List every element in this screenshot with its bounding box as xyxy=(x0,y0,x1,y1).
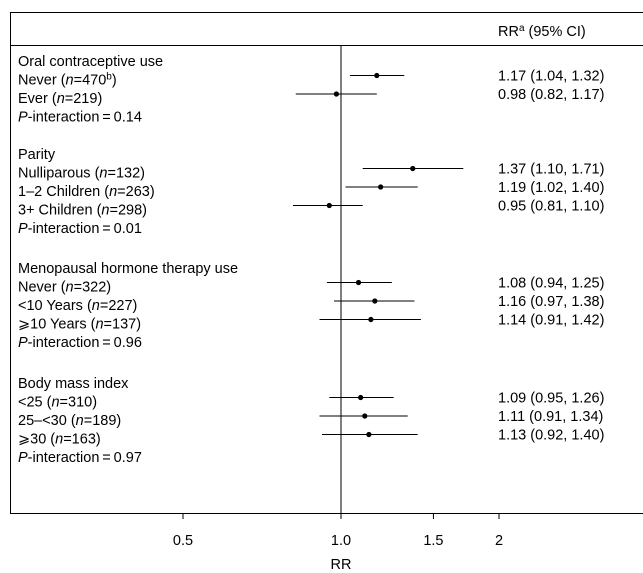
point-estimate xyxy=(374,72,380,79)
ci-text: 1.37 (1.10, 1.71) xyxy=(498,162,604,178)
row-label: 3+ Children (n=298) xyxy=(18,203,147,219)
row-label: <10 Years (n=227) xyxy=(18,298,137,314)
ci-text: 1.11 (0.91, 1.34) xyxy=(498,409,603,425)
p-interaction: P-interaction = 0.01 xyxy=(18,221,142,237)
group-title: Parity xyxy=(18,147,56,163)
x-axis: 0.5 1.0 1.5 2 xyxy=(173,513,503,549)
ci-text: 1.14 (0.91, 1.42) xyxy=(498,313,604,329)
point-estimate xyxy=(326,202,332,209)
ci-text: 1.19 (1.02, 1.40) xyxy=(498,180,604,196)
ci-text: 1.17 (1.04, 1.32) xyxy=(498,69,604,85)
ci-text: 1.16 (0.97, 1.38) xyxy=(498,294,604,310)
ci-text: 0.95 (0.81, 1.10) xyxy=(498,199,604,215)
row-label: Never (n=470b) xyxy=(18,71,117,89)
row-label: Never (n=322) xyxy=(18,280,111,296)
group-title: Oral contraceptive use xyxy=(18,54,163,70)
point-estimate xyxy=(333,91,339,97)
row-label: ⩾10 Years (n=137) xyxy=(18,317,141,333)
row-label: Ever (n=219) xyxy=(18,91,102,107)
row-label: ⩾30 (n=163) xyxy=(18,432,101,448)
x-axis-label: RR xyxy=(331,557,352,573)
group-title: Menopausal hormone therapy use xyxy=(18,261,238,277)
point-estimate xyxy=(368,316,374,323)
point-estimate xyxy=(372,298,378,304)
ci-text: 1.08 (0.94, 1.25) xyxy=(498,276,604,292)
ci-text: 1.13 (0.92, 1.40) xyxy=(498,428,604,444)
x-tick-label: 1.5 xyxy=(423,533,443,549)
point-estimate xyxy=(355,279,362,286)
row-label: 1–2 Children (n=263) xyxy=(18,184,155,200)
point-estimate xyxy=(378,184,384,190)
row-label: <25 (n=310) xyxy=(18,395,97,411)
x-tick-label: 1.0 xyxy=(331,533,351,549)
group-title: Body mass index xyxy=(18,376,129,392)
x-tick-label: 2 xyxy=(495,533,503,549)
point-estimate xyxy=(410,165,416,172)
row-label: 25–<30 (n=189) xyxy=(18,413,121,429)
plot-frame xyxy=(10,12,643,514)
p-interaction: P-interaction = 0.97 xyxy=(18,450,142,466)
rr-header: RRa (95% CI) xyxy=(498,23,586,41)
ci-text: 0.98 (0.82, 1.17) xyxy=(498,87,604,103)
p-interaction: P-interaction = 0.14 xyxy=(18,110,142,126)
point-estimate xyxy=(362,413,368,419)
point-estimate xyxy=(366,431,372,438)
x-tick-label: 0.5 xyxy=(173,533,193,549)
ci-text: 1.09 (0.95, 1.26) xyxy=(498,391,604,407)
point-estimate xyxy=(358,394,364,401)
p-interaction: P-interaction = 0.96 xyxy=(18,335,142,351)
row-label: Nulliparous (n=132) xyxy=(18,166,145,182)
